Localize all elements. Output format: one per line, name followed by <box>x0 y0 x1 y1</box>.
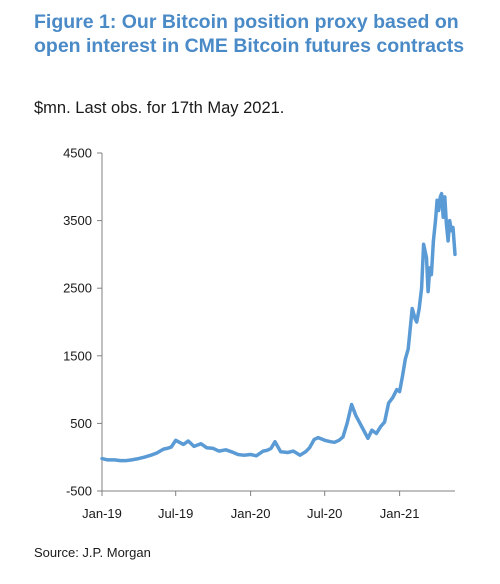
x-tick-label: Jul-19 <box>158 506 193 521</box>
y-tick-label: -500 <box>66 484 92 499</box>
chart-subtitle: $mn. Last obs. for 17th May 2021. <box>34 99 285 117</box>
x-tick-label: Jul-20 <box>307 506 342 521</box>
x-tick-label: Jan-21 <box>380 506 420 521</box>
x-axis: Jan-19 Jul-19 Jan-20 Jul-20 Jan-21 <box>82 490 455 521</box>
x-tick-label: Jan-20 <box>231 506 271 521</box>
y-axis: -500 500 1500 2500 3500 4500 <box>63 146 103 499</box>
chart-title: Figure 1: Our Bitcoin position proxy bas… <box>34 11 465 57</box>
y-tick-label: 4500 <box>63 146 92 161</box>
y-tick-label: 1500 <box>63 348 92 363</box>
source-note: Source: J.P. Morgan <box>34 545 151 560</box>
x-tick-label: Jan-19 <box>82 506 122 521</box>
y-tick-label: 2500 <box>63 281 92 296</box>
y-tick-label: 500 <box>70 416 92 431</box>
series-line <box>100 191 457 463</box>
y-tick-label: 3500 <box>63 213 92 228</box>
